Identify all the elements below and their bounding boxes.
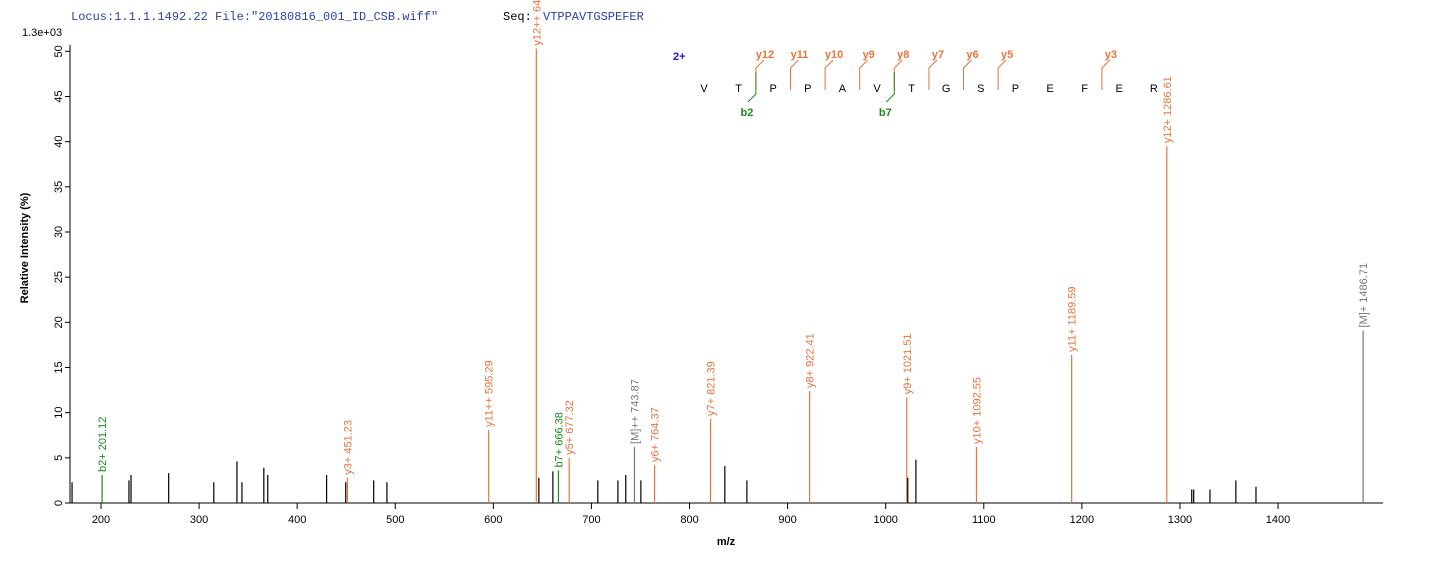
peak-label: y6+ 764.37 — [650, 407, 662, 462]
residue: A — [839, 83, 847, 95]
peak-label: b2+ 201.12 — [97, 417, 109, 472]
peak-label: y5+ 677.32 — [564, 400, 576, 455]
peak-label: y12++ 643.8 — [531, 0, 543, 46]
x-tick-label: 300 — [190, 514, 208, 526]
x-tick-label: 800 — [680, 514, 698, 526]
residue: P — [770, 83, 777, 95]
residue: P — [1012, 83, 1019, 95]
x-axis-title: m/z — [717, 536, 736, 548]
b-ion-tick — [747, 72, 757, 103]
residue: T — [908, 83, 915, 95]
x-tick-label: 1100 — [972, 514, 996, 526]
x-tick-label: 400 — [288, 514, 306, 526]
charge: 2+ — [673, 51, 686, 63]
peak-label: b7+ 666.38 — [553, 412, 565, 467]
header-locus: Locus:1.1.1.1492.22 File:"20180816_001_I… — [71, 10, 438, 24]
y-tick-label: 0 — [53, 500, 65, 506]
x-tick-label: 200 — [92, 514, 110, 526]
residue: V — [700, 83, 708, 95]
x-tick-label: 700 — [582, 514, 600, 526]
y-tick-label: 15 — [53, 361, 65, 373]
peak-label: y9+ 1021.51 — [902, 333, 914, 394]
y-ion-tick — [790, 59, 799, 90]
scale-label: 1.3e+03 — [22, 27, 62, 39]
peak-label: y11++ 595.29 — [484, 360, 496, 426]
y-ion-label: y7 — [932, 49, 944, 61]
y-ion-label: y9 — [863, 49, 875, 61]
peak-label: y10+ 1092.55 — [971, 377, 983, 444]
peak-label: [M]++ 743.87 — [629, 379, 641, 444]
residue: T — [735, 83, 742, 95]
x-tick-label: 1300 — [1168, 514, 1192, 526]
residue: V — [873, 83, 881, 95]
x-tick-label: 500 — [386, 514, 404, 526]
header-seq: VTPPAVTGSPEFER — [543, 10, 644, 24]
y-ion-tick — [928, 59, 938, 90]
y-ion-tick — [893, 59, 903, 90]
residue: G — [942, 83, 951, 95]
b-ion-tick — [885, 72, 895, 103]
y-tick-label: 10 — [53, 407, 65, 419]
residue: S — [977, 83, 984, 95]
b-ion-label: b7 — [879, 107, 892, 119]
y-tick-label: 25 — [53, 271, 65, 283]
residue: P — [804, 83, 811, 95]
y-tick-label: 35 — [53, 181, 65, 193]
peak-label: y8+ 922.41 — [805, 333, 817, 388]
peak-label: y3+ 451.23 — [342, 420, 354, 475]
y-ion-tick — [755, 59, 765, 90]
y-ion-label: y3 — [1105, 49, 1117, 61]
b-ion-label: b2 — [740, 107, 753, 119]
y-tick-label: 40 — [53, 136, 65, 148]
y-ion-label: y6 — [966, 49, 978, 61]
y-ion-tick — [824, 59, 834, 90]
peak-label: y12+ 1286.61 — [1162, 76, 1174, 143]
y-ion-tick — [997, 59, 1007, 90]
x-tick-label: 1000 — [873, 514, 897, 526]
y-tick-label: 45 — [53, 90, 65, 102]
peak-label: y11+ 1189.59 — [1067, 286, 1079, 351]
y-tick-label: 50 — [53, 45, 65, 57]
y-ion-label: y10 — [825, 49, 843, 61]
residue: E — [1116, 83, 1123, 95]
y-ion-label: y5 — [1001, 49, 1013, 61]
y-ion-label: y12 — [756, 49, 774, 61]
peak-label: y7+ 821.39 — [706, 361, 718, 416]
residue: F — [1081, 83, 1088, 95]
y-tick-label: 5 — [53, 455, 65, 461]
peak-label: [M]+ 1486.71 — [1358, 263, 1370, 328]
y-tick-label: 20 — [53, 316, 65, 328]
y-ion-tick — [963, 59, 972, 90]
header-seq-label: Seq: — [503, 10, 532, 24]
x-tick-label: 900 — [778, 514, 796, 526]
residue: E — [1046, 83, 1053, 95]
residue: R — [1150, 83, 1158, 95]
y-ion-tick — [1101, 59, 1111, 90]
x-tick-label: 1200 — [1070, 514, 1094, 526]
y-tick-label: 30 — [53, 226, 65, 238]
y-ion-tick — [859, 59, 869, 90]
y-axis-title: Relative Intensity (%) — [19, 192, 31, 303]
y-ion-label: y8 — [897, 49, 909, 61]
y-ion-label: y11 — [791, 49, 809, 61]
x-tick-label: 600 — [484, 514, 502, 526]
x-tick-label: 1400 — [1266, 514, 1290, 526]
